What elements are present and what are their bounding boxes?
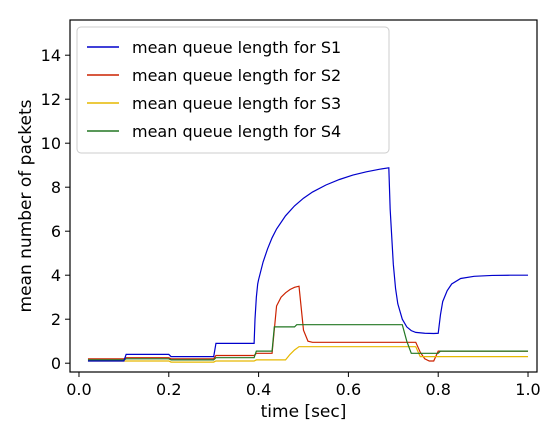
y-tick-label: 6 bbox=[51, 222, 61, 241]
legend-label-s3: mean queue length for S3 bbox=[132, 94, 341, 113]
y-tick-label: 14 bbox=[41, 46, 61, 65]
ticks-layer: 0.0 0.2 0.4 0.6 0.8 1.0 0 2 4 6 8 10 12 14 bbox=[41, 46, 541, 399]
series-line-s3 bbox=[87, 346, 529, 363]
legend: mean queue length for S1 mean queue lengt… bbox=[76, 26, 390, 154]
legend-box bbox=[76, 26, 390, 154]
x-tick-label: 0.4 bbox=[246, 380, 271, 399]
x-tick-label: 0.8 bbox=[425, 380, 450, 399]
series-line-s4 bbox=[87, 324, 529, 361]
legend-label-s1: mean queue length for S1 bbox=[132, 38, 341, 57]
y-tick-label: 10 bbox=[41, 134, 61, 153]
y-tick-label: 4 bbox=[51, 266, 61, 285]
y-tick-label: 12 bbox=[41, 90, 61, 109]
series-layer bbox=[87, 167, 529, 363]
y-tick-label: 0 bbox=[51, 354, 61, 373]
x-tick-label: 0.0 bbox=[66, 380, 91, 399]
x-tick-label: 0.2 bbox=[156, 380, 181, 399]
y-tick-label: 2 bbox=[51, 310, 61, 329]
legend-label-s2: mean queue length for S2 bbox=[132, 66, 341, 85]
x-tick-label: 0.6 bbox=[336, 380, 361, 399]
y-axis-label: mean number of packets bbox=[16, 99, 36, 312]
legend-label-s4: mean queue length for S4 bbox=[132, 122, 341, 141]
x-tick-label: 1.0 bbox=[515, 380, 540, 399]
series-line-s1 bbox=[87, 167, 529, 362]
y-tick-label: 8 bbox=[51, 178, 61, 197]
x-axis-label: time [sec] bbox=[261, 402, 347, 422]
series-line-s2 bbox=[87, 285, 529, 362]
plot-frame bbox=[69, 19, 538, 373]
